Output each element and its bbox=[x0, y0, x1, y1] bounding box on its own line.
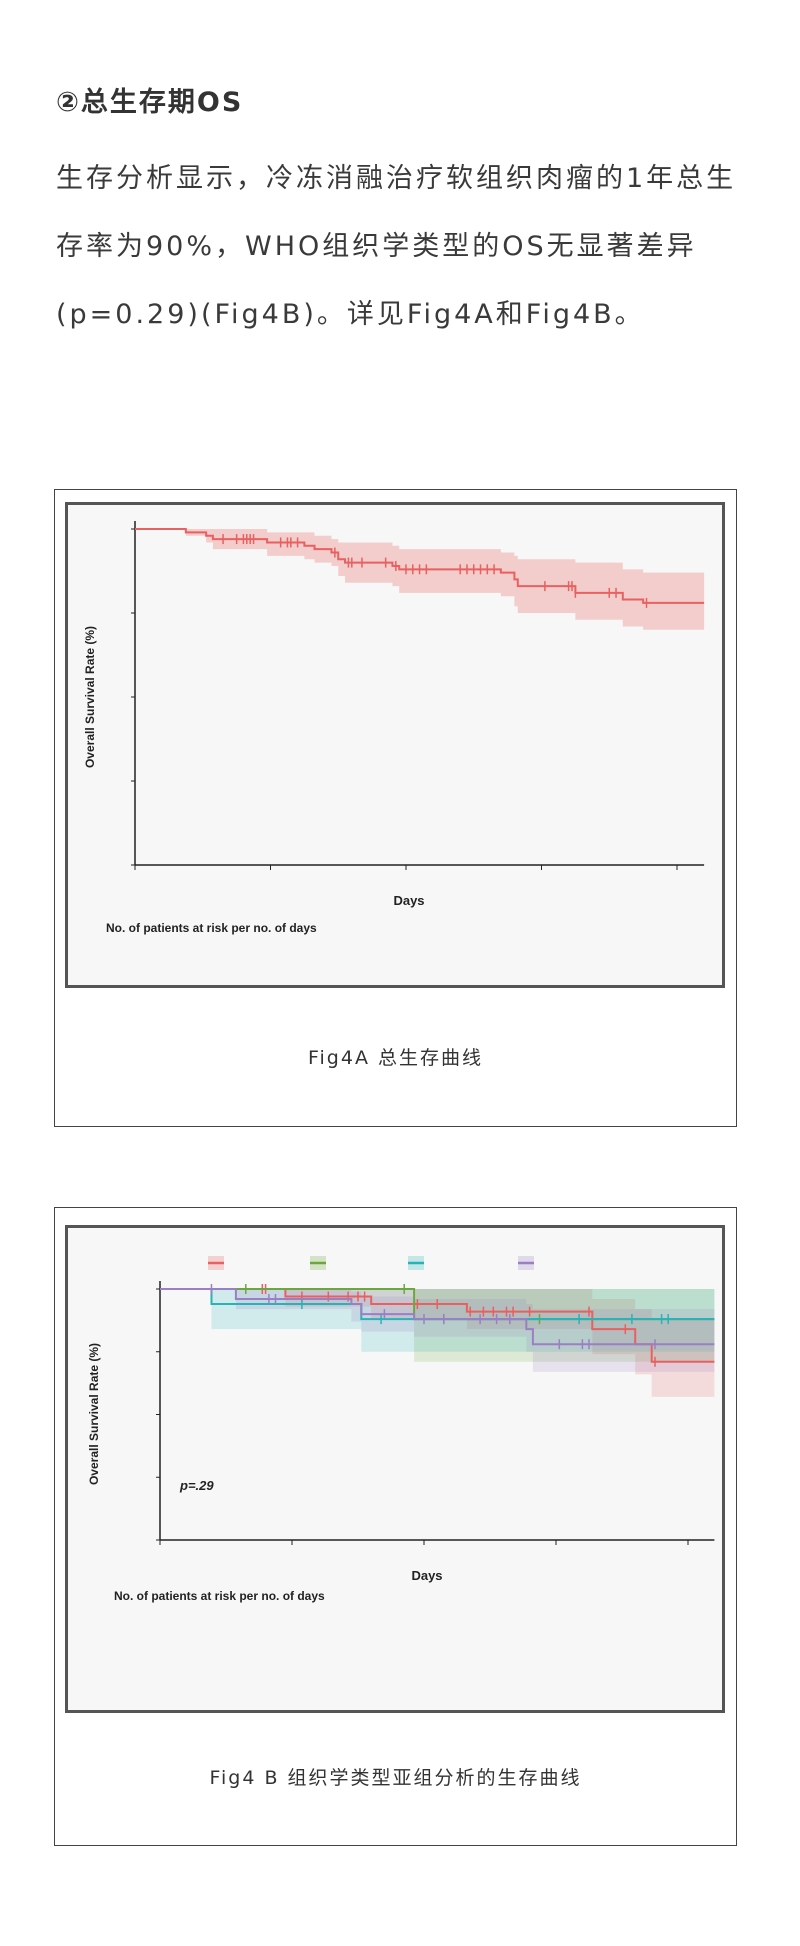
figure-4a-chart bbox=[65, 502, 725, 988]
chart-b-risk-table-title: No. of patients at risk per no. of days bbox=[114, 1589, 325, 1603]
chart-a-y-axis-label: Overall Survival Rate (%) bbox=[83, 625, 97, 769]
figure-4b-chart bbox=[65, 1225, 725, 1713]
survival-line-0 bbox=[135, 528, 705, 604]
figure-4a-caption: Fig4A 总生存曲线 bbox=[307, 1047, 483, 1069]
km-chart-overall bbox=[131, 521, 705, 870]
chart-b-x-axis-label: Days bbox=[411, 1568, 443, 1583]
p-value-annotation: p=.29 bbox=[180, 1478, 214, 1493]
ci-band-0 bbox=[135, 529, 705, 630]
chart-b-y-axis-label: Overall Survival Rate (%) bbox=[87, 1342, 101, 1486]
section-title: ②总生存期OS bbox=[56, 87, 244, 118]
summary-paragraph: 生存分析显示，冷冻消融治疗软组织肉瘤的1年总生存率为90%，WHO组织学类型的O… bbox=[56, 163, 737, 330]
ci-band-0 bbox=[160, 1289, 715, 1405]
km-chart-histology bbox=[156, 1256, 715, 1545]
chart-a-x-axis-label: Days bbox=[393, 893, 425, 908]
chart-a-risk-table-title: No. of patients at risk per no. of days bbox=[106, 921, 317, 935]
ci-band-3 bbox=[160, 1289, 715, 1372]
survival-line-3 bbox=[160, 1288, 715, 1346]
figure-4b-caption: Fig4 B 组织学类型亚组分析的生存曲线 bbox=[209, 1767, 582, 1789]
